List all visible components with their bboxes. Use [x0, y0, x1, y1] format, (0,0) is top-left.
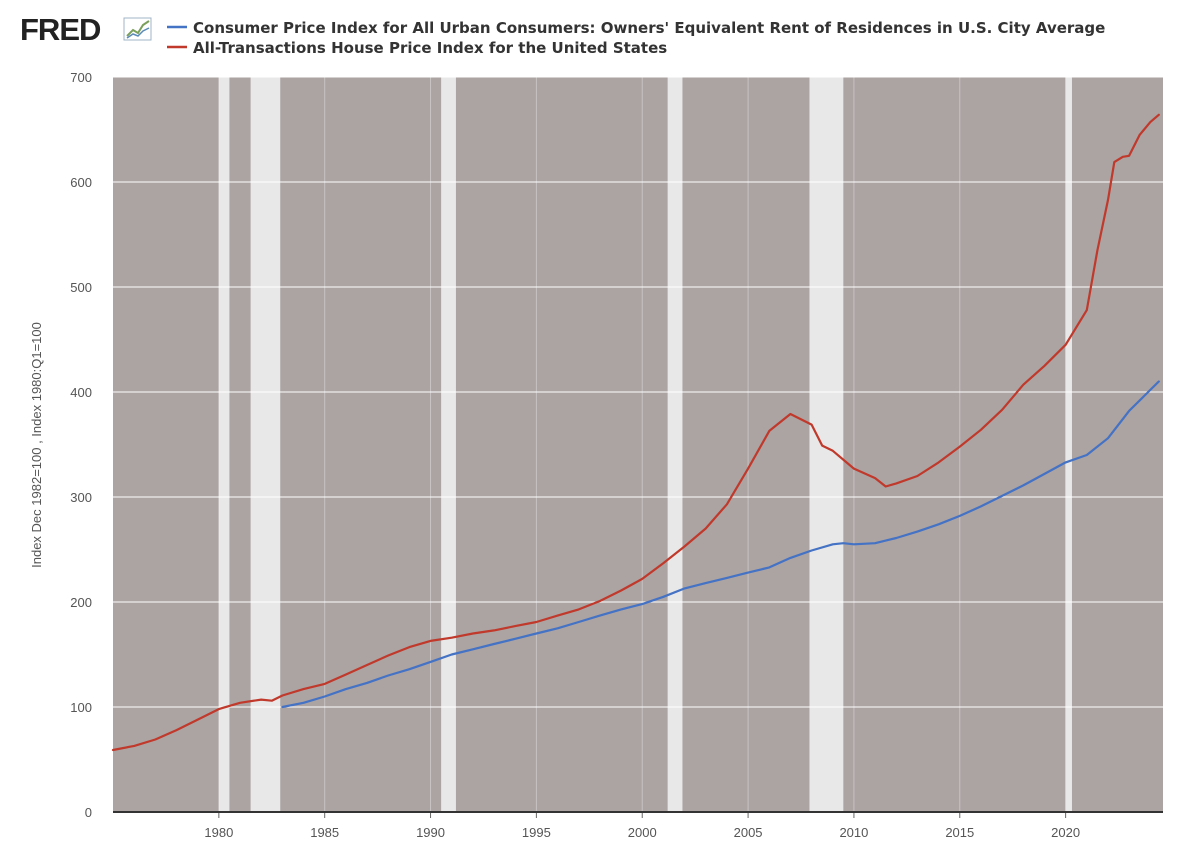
x-tick-label: 2015 — [945, 825, 974, 840]
recession-bands — [218, 77, 1072, 812]
x-tick-label: 1980 — [204, 825, 233, 840]
recession-band — [250, 77, 281, 812]
x-axis-ticks: 1980 1985 1990 1995 2000 2005 2010 2015 2020 — [204, 812, 1080, 840]
legend: Consumer Price Index for All Urban Consu… — [167, 19, 1105, 57]
y-tick-label: 300 — [70, 490, 92, 505]
y-axis-ticks: 0 100 200 300 400 500 600 700 — [70, 70, 92, 820]
fred-logo[interactable]: FRED — [20, 12, 152, 47]
series-line-hpi[interactable] — [111, 113, 1160, 752]
y-tick-label: 0 — [85, 805, 92, 820]
y-tick-label: 400 — [70, 385, 92, 400]
fred-logo-chart-icon — [123, 17, 152, 41]
fred-logo-text: FRED — [20, 12, 101, 47]
recession-band — [218, 77, 230, 812]
x-tick-label: 2005 — [734, 825, 763, 840]
series-lines — [111, 113, 1160, 752]
legend-item-cpi[interactable]: Consumer Price Index for All Urban Consu… — [167, 19, 1105, 37]
legend-label-hpi: All-Transactions House Price Index for t… — [193, 39, 667, 57]
x-tick-label: 1995 — [522, 825, 551, 840]
y-tick-label: 200 — [70, 595, 92, 610]
recession-band — [441, 77, 456, 812]
x-tick-label: 1990 — [416, 825, 445, 840]
series-line-cpi[interactable] — [281, 380, 1160, 709]
y-tick-label: 600 — [70, 175, 92, 190]
recession-band — [809, 77, 844, 812]
x-tick-label: 1985 — [310, 825, 339, 840]
recession-band — [667, 77, 683, 812]
y-tick-label: 700 — [70, 70, 92, 85]
y-axis-title: Index Dec 1982=100 , Index 1980:Q1=100 — [29, 322, 44, 568]
x-tick-label: 2020 — [1051, 825, 1080, 840]
legend-label-cpi: Consumer Price Index for All Urban Consu… — [193, 19, 1105, 37]
x-tick-label: 2000 — [628, 825, 657, 840]
x-tick-label: 2010 — [839, 825, 868, 840]
legend-item-hpi[interactable]: All-Transactions House Price Index for t… — [167, 39, 667, 57]
plot-background — [113, 77, 1163, 812]
y-tick-label: 500 — [70, 280, 92, 295]
recession-band — [1065, 77, 1072, 812]
y-tick-label: 100 — [70, 700, 92, 715]
